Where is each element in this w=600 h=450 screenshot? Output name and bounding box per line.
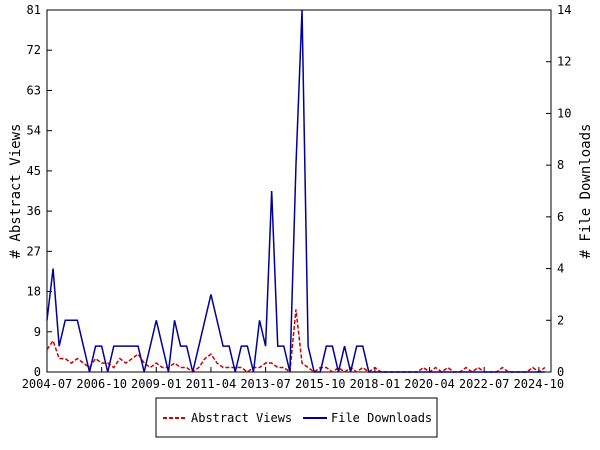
y-tick-label: 72: [27, 43, 41, 57]
y2-tick-label: 8: [557, 158, 564, 172]
y2-axis-label: # File Downloads: [578, 124, 594, 259]
x-tick-label: 2006-10: [76, 377, 127, 391]
series-line: [46, 9, 545, 373]
series-line: [46, 309, 546, 374]
y-tick-label: 63: [27, 83, 41, 97]
y2-tick-label: 0: [557, 365, 564, 379]
y2-tick-label: 4: [557, 262, 564, 276]
plot-frame: [46, 9, 552, 373]
y-tick-label: 0: [34, 365, 41, 379]
x-tick-label: 2018-01: [350, 377, 401, 391]
x-tick-label: 2022-07: [459, 377, 510, 391]
x-tick-label: 2020-04: [404, 377, 455, 391]
legend: [155, 397, 438, 438]
x-tick-label: 2011-04: [186, 377, 237, 391]
x-tick-label: 2004-07: [22, 377, 73, 391]
y-axis-label: # Abstract Views: [8, 124, 24, 259]
y-tick-label: 54: [27, 124, 41, 138]
y-tick-label: 9: [34, 325, 41, 339]
x-tick-label: 2009-01: [131, 377, 182, 391]
y-tick-label: 27: [27, 244, 41, 258]
x-tick-label: 2024-10: [514, 377, 565, 391]
legend-label: File Downloads: [331, 411, 432, 425]
y-tick-label: 81: [27, 3, 41, 17]
y-tick-label: 18: [27, 285, 41, 299]
y2-tick-label: 14: [557, 3, 571, 17]
x-tick-label: 2015-10: [295, 377, 346, 391]
y-tick-label: 36: [27, 204, 41, 218]
y2-tick-label: 12: [557, 55, 571, 69]
legend-label: Abstract Views: [191, 411, 292, 425]
x-tick-label: 2013-07: [240, 377, 291, 391]
y2-tick-label: 10: [557, 106, 571, 120]
y2-tick-label: 2: [557, 313, 564, 327]
y2-tick-label: 6: [557, 210, 564, 224]
y-tick-label: 45: [27, 164, 41, 178]
